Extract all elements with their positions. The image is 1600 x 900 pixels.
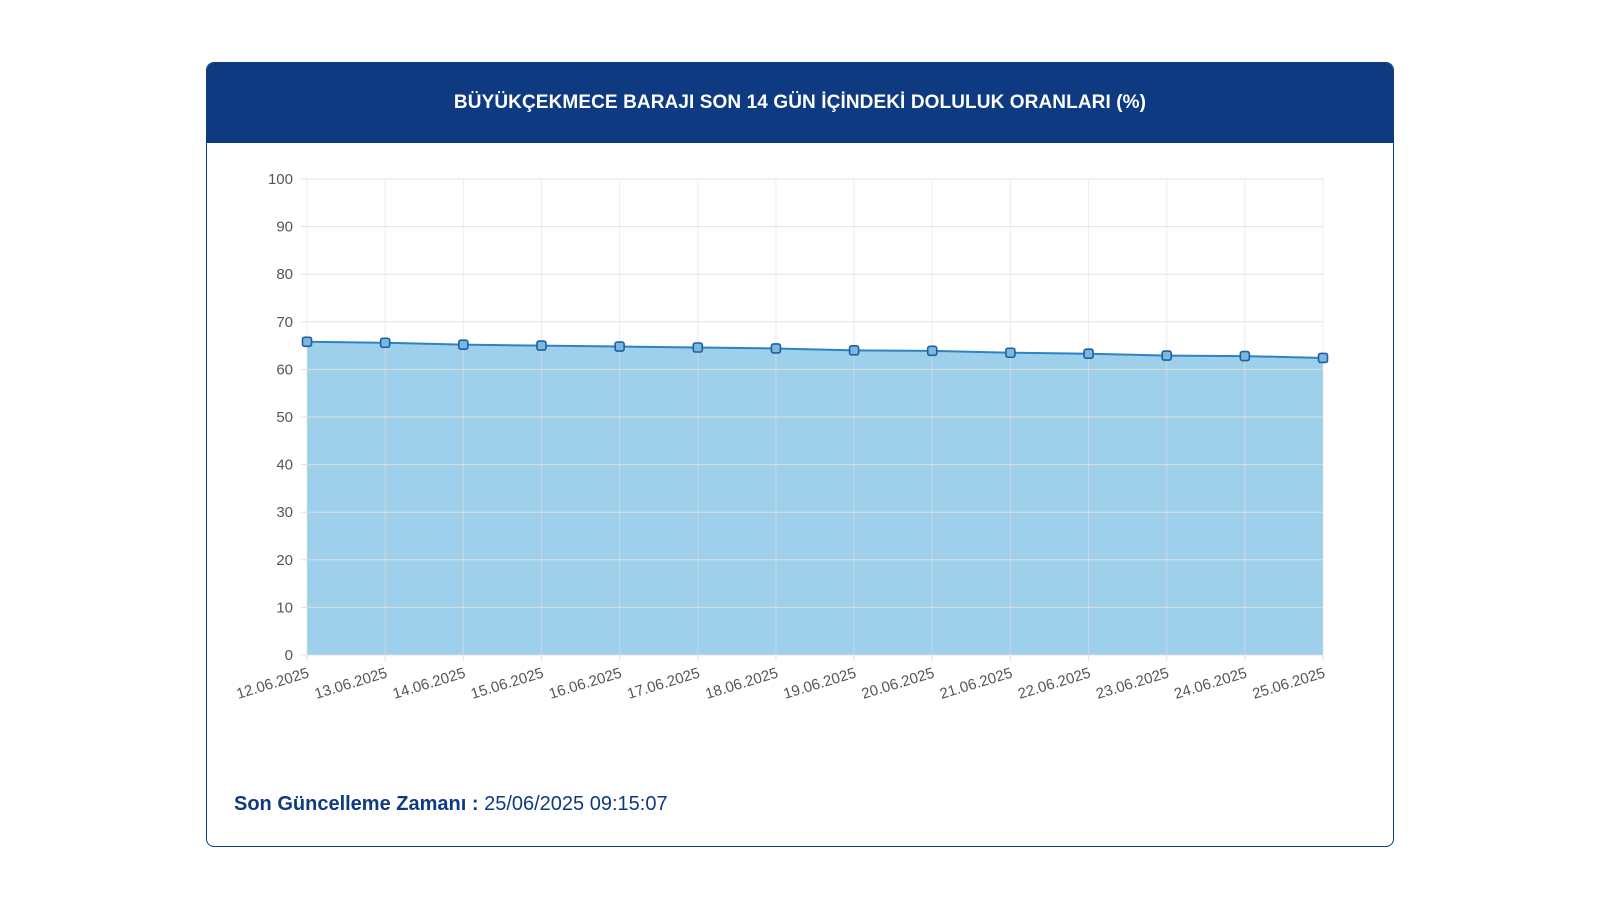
x-tick-label: 14.06.2025 — [391, 665, 468, 703]
y-tick-label: 0 — [285, 647, 293, 664]
x-tick-label: 18.06.2025 — [703, 665, 780, 703]
data-point — [379, 337, 391, 349]
y-tick-label: 50 — [276, 409, 293, 426]
x-tick-label: 16.06.2025 — [547, 665, 624, 703]
data-point — [614, 341, 625, 352]
x-tick-label: 12.06.2025 — [234, 665, 311, 703]
data-point — [770, 343, 782, 354]
y-tick-label: 10 — [276, 599, 293, 616]
data-point — [1161, 350, 1172, 361]
x-tick-label: 20.06.2025 — [860, 665, 937, 703]
y-tick-label: 60 — [276, 361, 293, 378]
data-point — [1005, 347, 1016, 359]
x-tick-label: 17.06.2025 — [625, 665, 702, 703]
chart-card: BÜYÜKÇEKMECE BARAJI SON 14 GÜN İÇİNDEKİ … — [206, 62, 1394, 847]
series-line — [306, 340, 1324, 359]
data-point — [1317, 352, 1329, 364]
y-tick-label: 40 — [276, 457, 293, 474]
data-point — [301, 336, 313, 348]
data-point — [692, 342, 704, 353]
card-header: BÜYÜKÇEKMECE BARAJI SON 14 GÜN İÇİNDEKİ … — [207, 63, 1393, 143]
x-tick-label: 24.06.2025 — [1172, 665, 1249, 703]
data-point — [1239, 350, 1251, 362]
last-update-label: Son Güncelleme Zamanı : — [234, 793, 479, 815]
x-tick-label: 19.06.2025 — [781, 665, 858, 703]
data-point — [458, 339, 469, 350]
x-tick-label: 21.06.2025 — [938, 665, 1015, 703]
data-point — [926, 345, 938, 357]
y-tick-label: 70 — [276, 314, 293, 331]
x-tick-label: 15.06.2025 — [469, 665, 546, 703]
y-tick-label: 100 — [268, 171, 293, 188]
area-fill — [307, 341, 1323, 655]
last-update-value: 25/06/2025 09:15:07 — [478, 793, 668, 815]
chart-title: BÜYÜKÇEKMECE BARAJI SON 14 GÜN İÇİNDEKİ … — [453, 92, 1147, 113]
data-point — [1083, 348, 1094, 359]
line-chart: 0 10 20 30 40 50 60 70 80 90 100 12.06.2025 13.06.20… — [234, 171, 1329, 703]
y-tick-label: 20 — [276, 552, 293, 569]
x-tick-label: 13.06.2025 — [313, 665, 390, 703]
x-tick-label: 23.06.2025 — [1094, 665, 1171, 703]
data-point — [848, 345, 860, 356]
data-point — [536, 340, 547, 351]
x-tick-label: 22.06.2025 — [1016, 665, 1093, 703]
y-tick-label: 90 — [276, 219, 293, 236]
x-tick-label: 25.06.2025 — [1250, 665, 1327, 703]
y-tick-label: 30 — [276, 504, 293, 521]
y-tick-label: 80 — [276, 266, 293, 283]
last-update: Son Güncelleme Zamanı : 25/06/2025 09:15… — [234, 793, 668, 816]
